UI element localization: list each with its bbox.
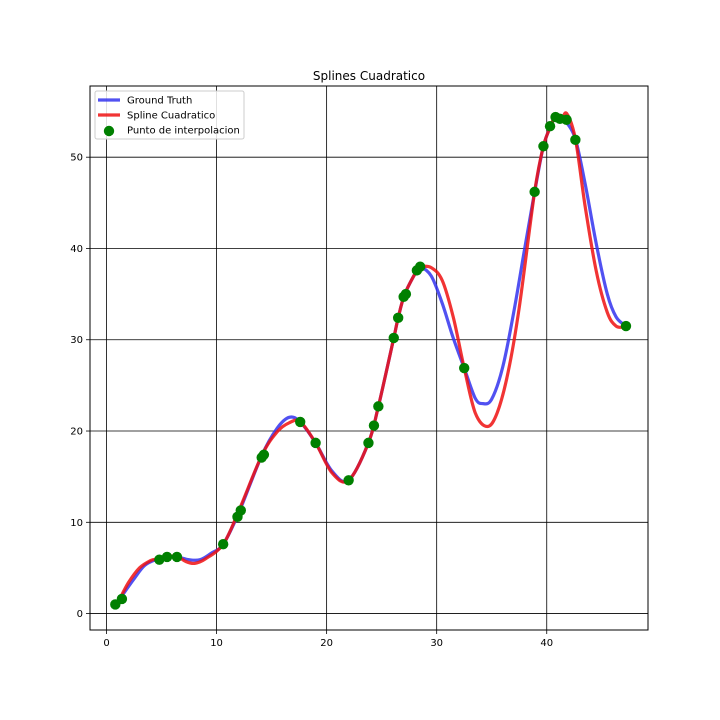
- plot-frame: [89, 85, 649, 631]
- y-tick-label: 40: [70, 244, 83, 255]
- interpolation-point: [235, 505, 246, 516]
- interpolation-point: [368, 420, 380, 431]
- interpolation-point: [538, 141, 549, 152]
- x-tick-label: 0: [103, 638, 109, 649]
- legend-box: [94, 90, 245, 140]
- interpolation-point: [373, 401, 384, 412]
- y-tick-label: 20: [70, 427, 83, 438]
- y-tick-label: 30: [70, 335, 83, 346]
- y-tick-label: 0: [77, 609, 83, 620]
- interpolation-point: [258, 449, 270, 460]
- series-layer: [110, 111, 632, 610]
- legend: Ground Truth Spline Cuadratico Punto de in…: [94, 90, 245, 140]
- x-tick-label: 40: [540, 638, 553, 649]
- interpolation-point: [161, 551, 173, 563]
- legend-label-1: Spline Cuadratico: [127, 111, 215, 122]
- interpolation-point: [343, 475, 354, 486]
- interpolation-point: [388, 332, 399, 344]
- interpolation-point: [217, 539, 229, 550]
- interpolation-point: [116, 593, 128, 605]
- axis-ticks: 0 10 20 30 40 0 10 20 30 40 50: [70, 153, 553, 649]
- interpolation-point: [414, 261, 426, 272]
- interpolation-point: [295, 416, 306, 428]
- interpolation-point: [529, 186, 540, 198]
- y-tick-label: 50: [70, 153, 83, 164]
- x-tick-label: 10: [210, 638, 223, 649]
- legend-label-2: Punto de interpolacion: [127, 126, 240, 137]
- chart-title: Splines Cuadratico: [313, 69, 425, 83]
- interpolation-point: [561, 114, 572, 125]
- interpolation-point: [310, 437, 321, 449]
- interpolation-point: [620, 320, 632, 332]
- x-tick-label: 30: [430, 638, 443, 649]
- interpolation-point: [400, 288, 412, 300]
- interpolation-point: [544, 120, 556, 132]
- interpolation-point: [171, 551, 183, 563]
- y-tick-label: 10: [70, 518, 83, 529]
- interpolation-point: [459, 362, 470, 374]
- interpolation-point: [570, 134, 581, 146]
- interpolation-point: [363, 437, 374, 449]
- grid: [90, 86, 648, 630]
- x-tick-label: 20: [320, 638, 333, 649]
- interpolation-point: [392, 312, 404, 324]
- legend-swatch-2: [103, 125, 115, 137]
- legend-label-0: Ground Truth: [127, 96, 192, 107]
